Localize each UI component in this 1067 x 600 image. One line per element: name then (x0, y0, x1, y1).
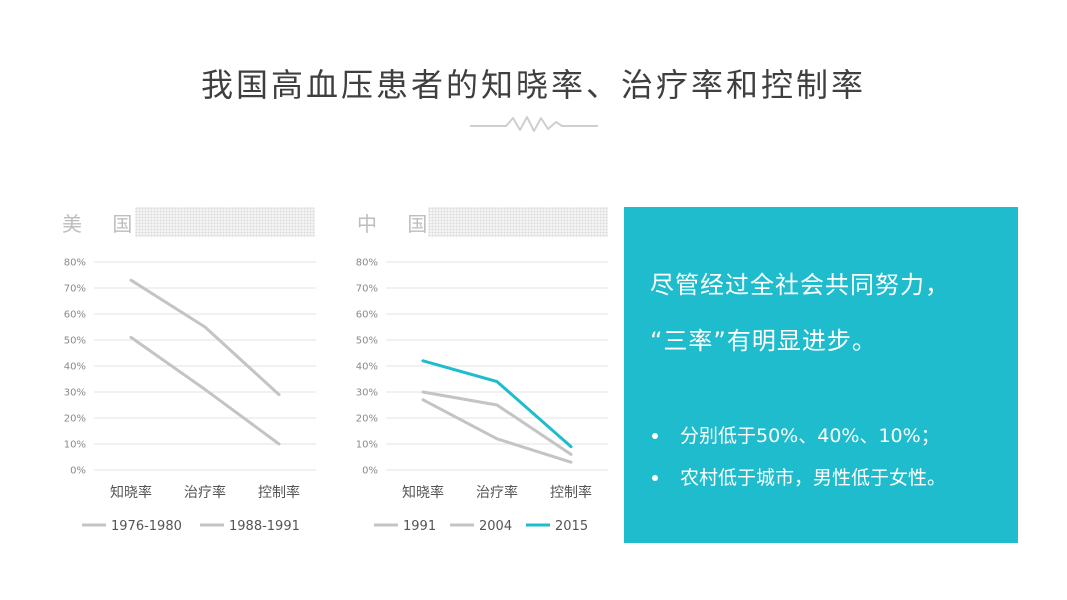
line-chart-usa: 0% 10% 20% 30% 40% 50% 60% 70% 80% 知晓率 治疗率 控制率 1976-… (64, 258, 316, 534)
heartbeat-divider-icon (470, 116, 598, 132)
y-tick-label: 20% (356, 414, 378, 425)
summary-point-text: 农村低于城市，男性低于女性。 (680, 467, 947, 489)
x-tick-label: 知晓率 (402, 484, 444, 501)
x-tick-label: 控制率 (550, 484, 592, 501)
legend-label: 2004 (479, 519, 512, 534)
y-tick-label: 50% (356, 336, 378, 347)
y-tick-label: 20% (64, 414, 86, 425)
summary-point-text: 分别低于50%、40%、10%； (680, 425, 940, 447)
y-tick-label: 60% (64, 310, 86, 321)
summary-headline-line: “三率”有明显进步。 (650, 327, 877, 355)
series-line-1988-1991 (129, 278, 281, 397)
y-tick-label: 0% (70, 466, 86, 477)
summary-points: 分别低于50%、40%、10%； 农村低于城市，男性低于女性。 (650, 415, 1010, 499)
y-tick-label: 0% (362, 466, 378, 477)
series-line-1991 (421, 398, 573, 464)
y-tick-label: 70% (356, 284, 378, 295)
line-chart-china: 0% 10% 20% 30% 40% 50% 60% 70% 80% 知晓率 治疗率 控制率 1991 2… (356, 258, 608, 534)
x-tick-label: 治疗率 (476, 484, 518, 501)
y-tick-label: 50% (64, 336, 86, 347)
legend-label: 1991 (403, 519, 436, 534)
y-tick-label: 70% (64, 284, 86, 295)
y-tick-label: 40% (64, 362, 86, 373)
y-tick-label: 10% (356, 440, 378, 451)
y-tick-label: 60% (356, 310, 378, 321)
label-band-usa (135, 207, 315, 237)
series-line-2015 (421, 359, 573, 449)
y-tick-label: 40% (356, 362, 378, 373)
legend-label: 1976-1980 (111, 519, 182, 534)
y-tick-label: 10% (64, 440, 86, 451)
summary-panel: 尽管经过全社会共同努力， “三率”有明显进步。 分别低于50%、40%、10%；… (624, 207, 1018, 543)
summary-point: 农村低于城市，男性低于女性。 (650, 457, 1010, 499)
x-tick-label: 控制率 (258, 484, 300, 501)
label-band-china (428, 207, 608, 237)
legend-label: 2015 (555, 519, 588, 534)
y-tick-label: 30% (356, 388, 378, 399)
bullet-icon (652, 433, 658, 439)
series-line-1976-1980 (129, 335, 281, 446)
summary-headline: 尽管经过全社会共同努力， “三率”有明显进步。 (650, 257, 1010, 369)
chart-label-usa: 美 国 (62, 212, 145, 236)
y-tick-label: 30% (64, 388, 86, 399)
page-title: 我国高血压患者的知晓率、治疗率和控制率 (200, 66, 866, 104)
x-tick-label: 治疗率 (184, 484, 226, 501)
series-line-2004 (421, 390, 573, 456)
summary-point: 分别低于50%、40%、10%； (650, 415, 1010, 457)
x-tick-label: 知晓率 (110, 484, 152, 501)
y-tick-label: 80% (64, 258, 86, 269)
y-tick-label: 80% (356, 258, 378, 269)
bullet-icon (652, 475, 658, 481)
legend-label: 1988-1991 (229, 519, 300, 534)
chart-label-china: 中 国 (357, 212, 440, 236)
summary-headline-line: 尽管经过全社会共同努力， (650, 271, 950, 299)
